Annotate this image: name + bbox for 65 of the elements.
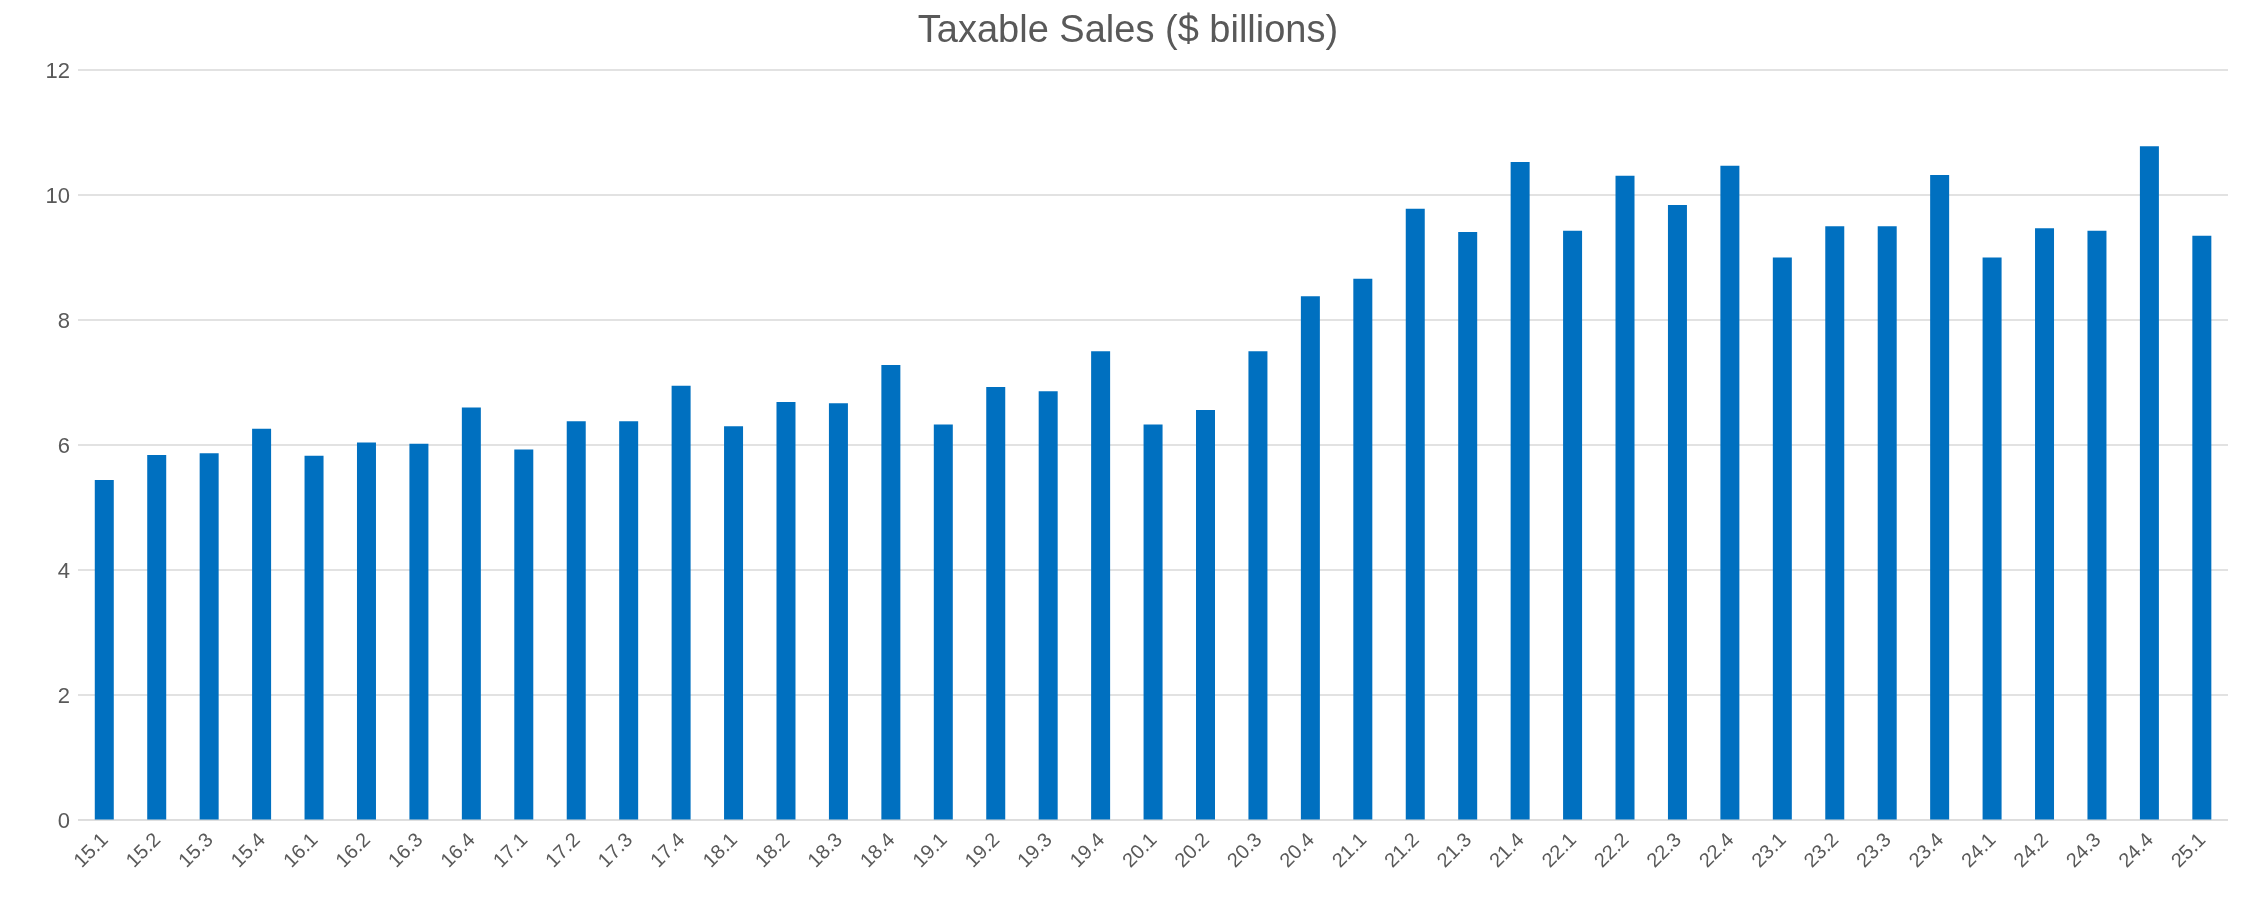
y-tick-label: 6 [57,432,70,458]
bar [461,407,481,820]
x-tick-label: 25.1 [2166,828,2210,872]
bar [409,443,429,820]
bar [1772,257,1792,820]
bar [1458,231,1478,820]
bar [1563,230,1583,820]
y-tick-label: 12 [45,57,70,83]
bar [1248,351,1268,820]
bar [2087,230,2107,820]
bar [986,386,1006,820]
x-tick-label: 17.1 [488,828,532,872]
bar [2192,235,2212,820]
bar [566,421,586,820]
bar [1353,278,1373,820]
x-tick-label: 17.3 [593,828,637,872]
bar [1615,175,1635,820]
bar [356,442,376,820]
bar [1720,165,1740,820]
bar [199,453,219,820]
y-tick-label: 4 [57,557,70,583]
bar [514,449,534,820]
y-tick-label: 10 [45,182,70,208]
bar [776,401,796,820]
chart-title: Taxable Sales ($ billions) [917,8,1339,50]
x-tick-label: 15.4 [226,828,270,872]
y-tick-label: 2 [57,682,70,708]
bar [1667,205,1687,820]
x-tick-label: 15.1 [68,828,112,872]
bar [1510,161,1530,820]
bar [1930,175,1950,820]
bar [94,480,114,820]
bar [1825,226,1845,820]
x-tick-label: 21.1 [1327,828,1371,872]
x-tick-label: 15.2 [121,828,165,872]
bar [1091,351,1111,820]
bar [671,385,691,820]
bar [1196,410,1215,820]
x-tick-label: 23.1 [1746,828,1791,872]
x-tick-label: 16.1 [278,828,322,872]
x-tick-label: 20.1 [1117,828,1161,872]
x-tick-label: 24.1 [1956,828,2000,872]
bar [933,424,953,820]
bar [1877,226,1897,820]
bar [1038,391,1058,820]
x-tick-label: 19.4 [1065,828,1109,872]
x-tick-label: 18.1 [698,828,742,872]
bar [828,403,848,820]
bar [2035,228,2055,820]
bar [1143,424,1163,820]
bar [619,421,639,820]
bar [1300,296,1320,820]
bar [724,426,744,820]
bar [1405,208,1425,820]
bar [2139,146,2159,820]
bar [147,455,167,820]
bar [252,428,272,820]
bar [304,455,324,820]
x-tick-label: 19.1 [907,828,952,872]
y-tick-label: 0 [57,807,70,833]
bar [881,365,901,820]
bar [1982,257,2002,820]
y-tick-label: 8 [57,307,70,333]
x-tick-label: 19.2 [960,828,1004,872]
x-tick-label: 22.1 [1537,828,1581,872]
